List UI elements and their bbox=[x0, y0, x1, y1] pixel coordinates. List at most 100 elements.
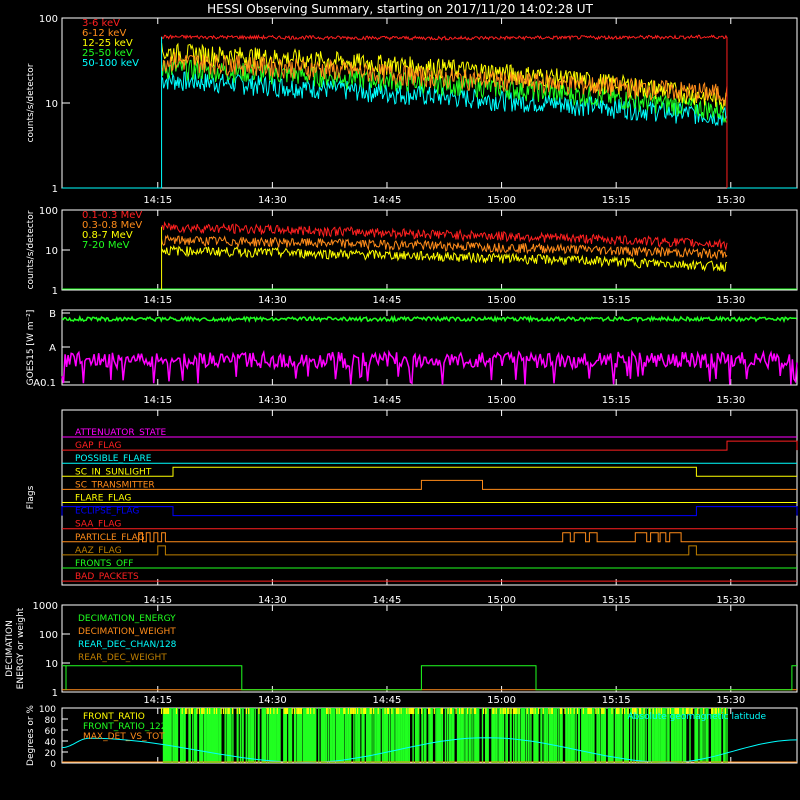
x-tick-label: 14:45 bbox=[373, 395, 402, 406]
y-tick-label: 1 bbox=[52, 688, 58, 699]
x-tick-label: 15:00 bbox=[487, 195, 516, 206]
y-axis-label: Flags bbox=[26, 485, 36, 509]
panel-frame bbox=[61, 409, 798, 586]
x-tick-label: 15:00 bbox=[487, 595, 516, 606]
panel-lightcurve-high: 14:15 14:30 14:45 15:00 15:15 15:30 counts/s/d… bbox=[26, 206, 798, 306]
legend-entry: REAR_DEC_CHAN/128 bbox=[78, 640, 177, 650]
x-tick-label: 14:45 bbox=[373, 595, 402, 606]
y-tick-label: 10 bbox=[45, 99, 58, 110]
flag-trace bbox=[62, 479, 797, 490]
y-tick-label: B bbox=[49, 309, 56, 320]
latitude-line bbox=[61, 737, 798, 764]
legend-entry: FRONT_RATIO_1225 bbox=[83, 722, 172, 732]
flag-trace bbox=[62, 545, 797, 556]
x-tick-label: 14:30 bbox=[258, 395, 287, 406]
legend-entry: MAX_DET_VS_TOT bbox=[83, 732, 165, 742]
x-tick-label: 14:15 bbox=[143, 595, 172, 606]
y-tick-label: 1000 bbox=[33, 601, 58, 612]
x-tick-label: 15:15 bbox=[602, 695, 631, 706]
y-axis-label: counts/s/detector bbox=[26, 210, 36, 289]
panel-goes: 14:15 14:30 14:45 15:00 15:15 15:30 GOES15 [W … bbox=[26, 309, 798, 406]
y-tick-label: 80 bbox=[45, 716, 57, 726]
series-line bbox=[161, 234, 728, 260]
y-tick-label: 40 bbox=[45, 738, 57, 748]
flag-label: SC_IN_SUNLIGHT bbox=[75, 467, 152, 477]
flag-label: PARTICLE_FLAG bbox=[75, 533, 145, 543]
legend-entry: 50-100 keV bbox=[82, 58, 139, 69]
y-tick-label: 10 bbox=[45, 659, 58, 670]
x-tick-label: 14:45 bbox=[373, 695, 402, 706]
legend-entry: 25-50 keV bbox=[82, 48, 133, 59]
legend-entry: 6-12 keV bbox=[82, 28, 126, 39]
flag-label: FRONTS_OFF bbox=[75, 559, 133, 569]
y-tick-label: 20 bbox=[45, 749, 57, 759]
series-line bbox=[161, 34, 728, 41]
flag-label: SAA_FLAG bbox=[75, 520, 121, 530]
series-line bbox=[161, 244, 728, 272]
y-tick-label: 60 bbox=[45, 727, 57, 737]
x-tick-label: 14:30 bbox=[258, 195, 287, 206]
legend-entry: DECIMATION_ENERGY bbox=[78, 614, 176, 624]
flag-label: POSSIBLE_FLARE bbox=[75, 454, 152, 464]
panel-flags: 14:15 14:30 14:45 15:00 15:15 15:30 Flags ATTEN… bbox=[26, 409, 798, 606]
legend-entry: 0.8-7 MeV bbox=[82, 230, 133, 241]
flag-label: ATTENUATOR_STATE bbox=[75, 428, 167, 438]
panel-decimation: 14:15 14:30 14:45 15:00 15:15 15:30 DECIMATION… bbox=[5, 601, 798, 706]
x-tick-label: 14:45 bbox=[373, 295, 402, 306]
y-axis-label: DECIMATION bbox=[5, 620, 15, 677]
x-tick-label: 15:15 bbox=[602, 395, 631, 406]
x-tick-label: 14:30 bbox=[258, 295, 287, 306]
legend-entry: DECIMATION_WEIGHT bbox=[78, 627, 176, 637]
annotation: Absolute geomagnetic latitude bbox=[627, 712, 766, 722]
x-tick-label: 15:00 bbox=[487, 295, 516, 306]
flag-trace bbox=[62, 532, 797, 543]
legend-entry: REAR_DEC_WEIGHT bbox=[78, 653, 167, 663]
x-tick-label: 15:30 bbox=[716, 395, 745, 406]
x-tick-label: 14:15 bbox=[143, 395, 172, 406]
legend-entry: 12-25 keV bbox=[82, 38, 133, 49]
y-tick-label: 10 bbox=[45, 246, 58, 257]
series-line bbox=[62, 665, 797, 691]
y-tick-label: 1 bbox=[52, 286, 58, 297]
legend-entry: 7-20 MeV bbox=[82, 240, 130, 251]
flag-label: ECLIPSE_FLAG bbox=[75, 507, 139, 517]
x-tick-label: 15:30 bbox=[716, 595, 745, 606]
legend-entry: 3-6 keV bbox=[82, 18, 120, 29]
flag-trace bbox=[62, 440, 798, 451]
series-line bbox=[161, 71, 728, 127]
flag-label: GAP_FLAG bbox=[75, 441, 121, 451]
x-tick-label: 15:00 bbox=[487, 395, 516, 406]
flag-label: SC_TRANSMITTER bbox=[75, 480, 155, 490]
flag-trace bbox=[61, 506, 798, 517]
series-line bbox=[61, 314, 797, 324]
flag-label: AAZ_FLAG bbox=[75, 546, 122, 556]
x-tick-label: 15:15 bbox=[602, 295, 631, 306]
legend-entry: 0.1-0.3 MeV bbox=[82, 210, 142, 221]
series-line bbox=[61, 349, 798, 385]
x-tick-label: 14:30 bbox=[258, 695, 287, 706]
legend-entry: FRONT_RATIO bbox=[83, 712, 145, 722]
x-tick-label: 14:30 bbox=[258, 595, 287, 606]
x-tick-label: 15:30 bbox=[716, 695, 745, 706]
y-tick-label: 100 bbox=[39, 705, 56, 715]
x-tick-label: 14:15 bbox=[143, 195, 172, 206]
flag-trace bbox=[62, 466, 797, 477]
y-axis-label: GOES15 [W m⁻²] bbox=[26, 310, 36, 386]
y-tick-label: 100 bbox=[39, 206, 58, 217]
legend-entry: 0.3-0.8 MeV bbox=[82, 220, 142, 231]
x-tick-label: 15:00 bbox=[487, 695, 516, 706]
y-axis-label: ENERGY or weight bbox=[16, 607, 26, 689]
x-tick-label: 14:15 bbox=[143, 295, 172, 306]
flag-label: FLARE_FLAG bbox=[75, 494, 131, 504]
x-tick-label: 15:30 bbox=[716, 195, 745, 206]
y-tick-label: A bbox=[49, 343, 56, 354]
series-line bbox=[161, 220, 728, 252]
y-tick-label: A0.1 bbox=[33, 378, 56, 389]
y-axis-label: Degrees or % bbox=[26, 705, 36, 766]
x-tick-label: 14:15 bbox=[143, 695, 172, 706]
series-line bbox=[161, 52, 728, 105]
x-tick-label: 14:45 bbox=[373, 195, 402, 206]
chart-title: HESSI Observing Summary, starting on 201… bbox=[207, 2, 593, 16]
